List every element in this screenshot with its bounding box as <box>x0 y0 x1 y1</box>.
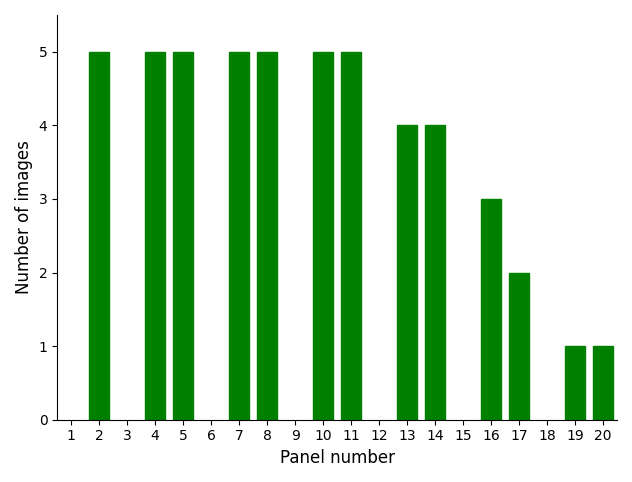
Bar <box>565 346 585 420</box>
Bar <box>89 52 109 420</box>
Y-axis label: Number of images: Number of images <box>15 140 33 295</box>
Bar <box>509 272 529 420</box>
Bar <box>481 199 501 420</box>
Bar <box>313 52 333 420</box>
Bar <box>593 346 613 420</box>
Bar <box>257 52 277 420</box>
Bar <box>145 52 165 420</box>
Bar <box>173 52 193 420</box>
Bar <box>341 52 361 420</box>
Bar <box>398 125 417 420</box>
Bar <box>425 125 445 420</box>
X-axis label: Panel number: Panel number <box>279 449 394 467</box>
Bar <box>229 52 249 420</box>
